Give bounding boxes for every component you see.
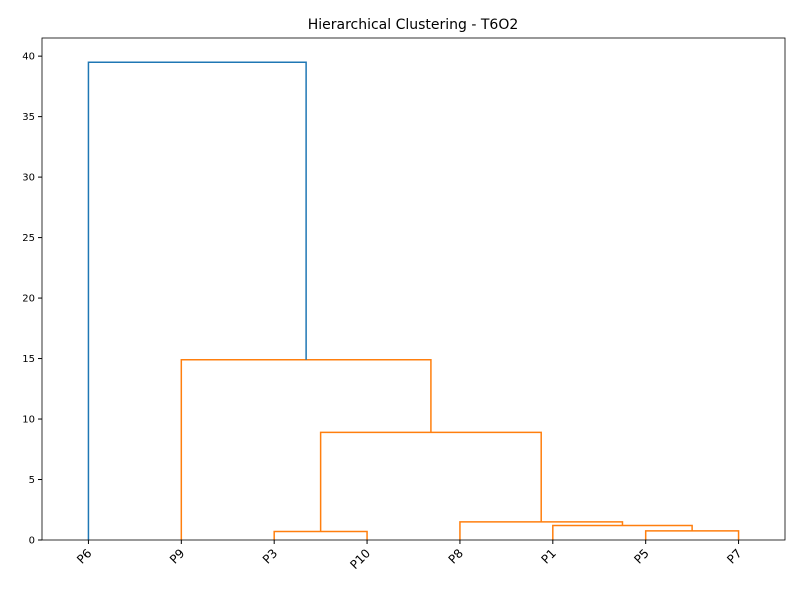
y-tick-label: 35 <box>22 112 35 123</box>
chart-title: Hierarchical Clustering - T6O2 <box>308 17 519 33</box>
y-tick-label: 5 <box>29 475 35 486</box>
dendrogram-link <box>319 431 542 532</box>
dendrogram-link <box>273 530 368 540</box>
dendrogram-link <box>459 521 624 540</box>
x-tick-label: P3 <box>260 546 280 566</box>
x-tick-label: P6 <box>74 546 94 566</box>
dendrogram-link <box>180 359 432 540</box>
y-tick-label: 0 <box>29 536 35 547</box>
y-tick-label: 25 <box>22 233 35 244</box>
y-tick-label: 40 <box>22 52 35 63</box>
y-tick-label: 30 <box>22 173 35 184</box>
y-tick-label: 20 <box>22 294 35 305</box>
x-tick-label: P5 <box>631 546 651 566</box>
x-tick-label: P7 <box>724 546 744 566</box>
x-tick-label: P9 <box>167 546 187 566</box>
x-tick-label: P1 <box>539 546 559 566</box>
y-tick-label: 15 <box>22 354 35 365</box>
dendrogram-link <box>87 61 307 540</box>
dendrogram-link <box>644 530 740 540</box>
dendrogram-link <box>552 524 693 540</box>
plot-frame <box>41 37 786 541</box>
x-tick-label: P8 <box>446 546 466 566</box>
x-tick-label: P10 <box>347 546 373 572</box>
y-tick-label: 10 <box>22 415 35 426</box>
